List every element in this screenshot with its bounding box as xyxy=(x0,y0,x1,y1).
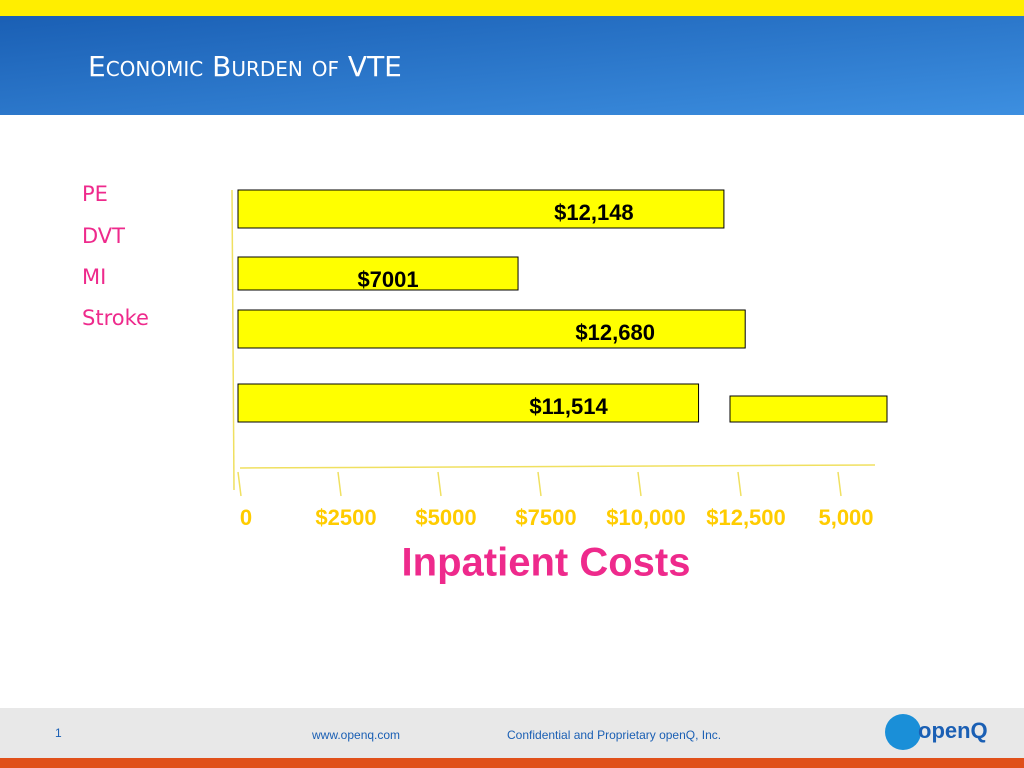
footer-url: www.openq.com xyxy=(311,728,400,742)
x-tick-label: $10,000 xyxy=(606,505,686,530)
value-label: $12,680 xyxy=(575,320,655,345)
page-number: 1 xyxy=(55,726,62,740)
x-tick xyxy=(337,471,342,497)
category-label: Stroke xyxy=(82,306,149,330)
category-label: DVT xyxy=(82,224,125,248)
x-tick xyxy=(437,471,442,497)
x-tick-label: $7500 xyxy=(515,505,576,530)
stray-box xyxy=(729,395,888,423)
category-label: MI xyxy=(82,265,106,289)
x-tick-label: 5,000 xyxy=(818,505,873,530)
bar xyxy=(237,256,519,291)
value-label: $7001 xyxy=(357,267,418,292)
x-tick-label: 0 xyxy=(240,505,252,530)
logo-icon xyxy=(885,714,921,750)
x-tick-label: $2500 xyxy=(315,505,376,530)
bar xyxy=(237,309,746,349)
logo: openQ xyxy=(918,718,988,743)
x-tick xyxy=(537,471,542,497)
bar xyxy=(237,383,700,423)
footer-confidential: Confidential and Proprietary openQ, Inc. xyxy=(507,728,721,742)
x-axis-label: Inpatient Costs xyxy=(402,541,691,585)
x-tick-label: $12,500 xyxy=(706,505,786,530)
bottom-stripe xyxy=(0,758,1024,768)
title: Economic Burden of VTE xyxy=(88,50,402,83)
bar xyxy=(237,189,725,229)
value-label: $11,514 xyxy=(529,394,608,419)
x-tick xyxy=(737,471,742,497)
x-tick xyxy=(637,471,642,497)
x-tick-label: $5000 xyxy=(415,505,476,530)
y-axis xyxy=(231,189,235,491)
top-stripe xyxy=(0,0,1024,16)
category-label: PE xyxy=(82,182,108,206)
x-tick xyxy=(837,471,842,497)
value-label: $12,148 xyxy=(554,200,634,225)
x-axis xyxy=(239,464,876,469)
header xyxy=(0,16,1024,115)
x-tick xyxy=(237,471,242,497)
footer xyxy=(0,708,1024,758)
